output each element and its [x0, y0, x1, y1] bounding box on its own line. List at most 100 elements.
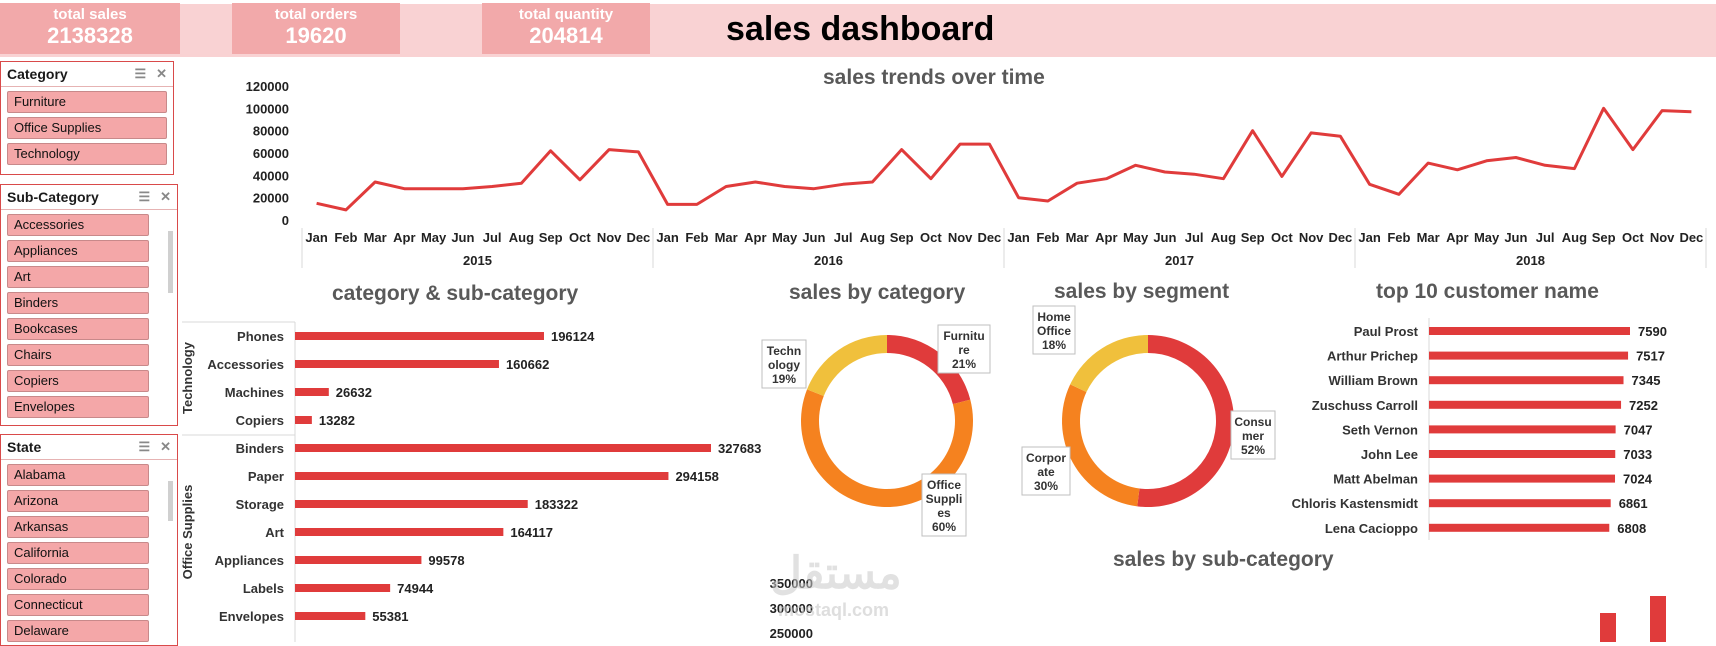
- data-label: Home: [1037, 310, 1071, 324]
- sales-trend-line: [316, 106, 1692, 212]
- state-slicer[interactable]: State ☰ ✕ Alabama Arizona Arkansas Califo…: [0, 434, 178, 646]
- slicer-item[interactable]: Bookcases: [7, 318, 149, 340]
- slicer-item[interactable]: Arizona: [7, 490, 149, 512]
- data-label: 19%: [772, 372, 796, 386]
- month-tick-label: Jan: [656, 230, 678, 245]
- data-label: 18%: [1042, 338, 1066, 352]
- slicer-item[interactable]: California: [7, 542, 149, 564]
- month-tick-label: Mar: [1066, 230, 1089, 245]
- clear-filter-icon[interactable]: ✕: [156, 66, 167, 81]
- multi-select-icon[interactable]: ☰: [138, 439, 151, 454]
- data-label-box: [1021, 446, 1071, 496]
- category-slicer[interactable]: Category ☰ ✕ Furniture Office Supplies Te…: [0, 61, 174, 175]
- kpi-label: total quantity: [518, 6, 614, 23]
- data-label: 21%: [952, 357, 976, 371]
- slicer-item[interactable]: Delaware: [7, 620, 149, 642]
- top-customers-bar-chart: Paul Prost 7590 Arthur Prichep 7517 William …: [1292, 318, 1667, 540]
- group-label: Technology: [180, 341, 195, 414]
- multi-select-icon[interactable]: ☰: [134, 66, 147, 81]
- slicer-item[interactable]: Copiers: [7, 370, 149, 392]
- month-tick-label: Feb: [1387, 230, 1410, 245]
- month-tick-label: Dec: [626, 230, 650, 245]
- subcategory-slicer[interactable]: Sub-Category ☰ ✕ Accessories Appliances A…: [0, 184, 178, 426]
- bar: [295, 612, 366, 620]
- slicer-item[interactable]: Binders: [7, 292, 149, 314]
- data-label-box: [937, 324, 991, 374]
- multi-select-icon[interactable]: ☰: [138, 189, 151, 204]
- group-label: Office Supplies: [180, 485, 195, 580]
- customer-label: Seth Vernon: [1342, 422, 1418, 437]
- category-donut-title: sales by category: [789, 281, 966, 304]
- month-tick-label: May: [772, 230, 798, 245]
- month-tick-label: Sep: [1592, 230, 1616, 245]
- month-tick-label: Nov: [1299, 230, 1324, 245]
- month-tick-label: Jun: [802, 230, 825, 245]
- bar-value-label: 164117: [510, 525, 553, 540]
- slicer-item[interactable]: Accessories: [7, 214, 149, 236]
- slicer-title: Sub-Category: [7, 189, 99, 205]
- slicer-item-office-supplies[interactable]: Office Supplies: [7, 117, 167, 139]
- year-tick-label: 2018: [1516, 253, 1545, 268]
- month-tick-label: Oct: [569, 230, 591, 245]
- bar-value-label: 183322: [535, 497, 578, 512]
- slicer-item-technology[interactable]: Technology: [7, 143, 167, 165]
- slicer-item[interactable]: Colorado: [7, 568, 149, 590]
- data-label: Office: [927, 478, 961, 492]
- data-label: Techn: [767, 344, 801, 358]
- bar: [1600, 613, 1616, 642]
- slicer-scrollbar[interactable]: [168, 231, 173, 293]
- bar-value-label: 7590: [1638, 324, 1667, 339]
- slicer-item[interactable]: Envelopes: [7, 396, 149, 418]
- bar-value-label: 74944: [397, 581, 434, 596]
- data-label-box: [1032, 305, 1076, 355]
- bar: [295, 416, 312, 424]
- bar: [295, 584, 391, 592]
- slicer-item[interactable]: Art: [7, 266, 149, 288]
- slicer-item[interactable]: Appliances: [7, 240, 149, 262]
- bar-value-label: 7252: [1629, 398, 1658, 413]
- subcategory-bar-chart: 350000 300000 250000: [770, 576, 1666, 642]
- y-tick-label: 120000: [246, 79, 289, 94]
- month-tick-label: Jan: [1007, 230, 1029, 245]
- bar: [1429, 499, 1611, 508]
- month-tick-label: Feb: [1036, 230, 1059, 245]
- slicer-scrollbar[interactable]: [168, 481, 173, 521]
- bar-value-label: 13282: [319, 413, 355, 428]
- slicer-item-furniture[interactable]: Furniture: [7, 91, 167, 113]
- year-tick-label: 2017: [1165, 253, 1194, 268]
- dashboard-title: sales dashboard: [726, 10, 995, 48]
- data-label: 60%: [932, 520, 956, 534]
- data-label-box: [1230, 410, 1276, 460]
- bar-value-label: 7345: [1632, 373, 1661, 388]
- bar: [295, 472, 669, 480]
- kpi-total-orders: total orders 19620: [232, 3, 400, 54]
- month-tick-label: Jun: [1153, 230, 1176, 245]
- customer-label: John Lee: [1361, 447, 1418, 462]
- month-tick-label: Apr: [393, 230, 415, 245]
- donut-slice: [887, 335, 971, 405]
- bar: [1429, 474, 1616, 483]
- slicer-item[interactable]: Chairs: [7, 344, 149, 366]
- clear-filter-icon[interactable]: ✕: [160, 189, 171, 204]
- year-tick-label: 2015: [463, 253, 492, 268]
- month-tick-label: Jul: [834, 230, 853, 245]
- donut-slice: [1137, 334, 1234, 507]
- category-label: Labels: [243, 581, 284, 596]
- data-label: 30%: [1034, 479, 1058, 493]
- category-label: Envelopes: [219, 609, 284, 624]
- y-tick-label: 0: [282, 213, 289, 228]
- bar: [1429, 376, 1624, 385]
- clear-filter-icon[interactable]: ✕: [160, 439, 171, 454]
- month-tick-label: Apr: [1446, 230, 1468, 245]
- slicer-item[interactable]: Arkansas: [7, 516, 149, 538]
- slicer-item[interactable]: Alabama: [7, 464, 149, 486]
- slicer-item[interactable]: Connecticut: [7, 594, 149, 616]
- kpi-value: 19620: [285, 23, 347, 48]
- data-label: mer: [1242, 429, 1264, 443]
- month-tick-label: Jun: [1504, 230, 1527, 245]
- month-tick-label: Mar: [715, 230, 738, 245]
- line-chart-title: sales trends over time: [823, 66, 1045, 89]
- bar: [1429, 450, 1616, 458]
